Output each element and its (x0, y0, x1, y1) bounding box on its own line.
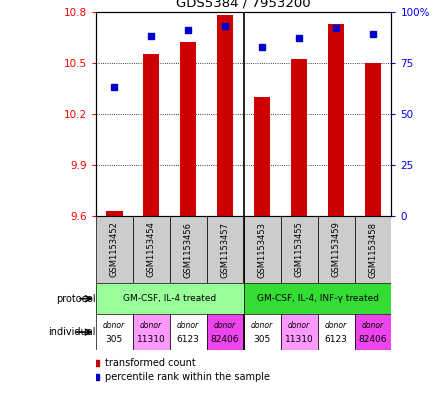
Text: donor: donor (250, 321, 273, 330)
Bar (317, 314, 354, 350)
Text: donor: donor (140, 321, 162, 330)
Text: percentile rank within the sample: percentile rank within the sample (104, 372, 269, 382)
Text: GM-CSF, IL-4, INF-γ treated: GM-CSF, IL-4, INF-γ treated (256, 294, 378, 303)
Text: 6123: 6123 (324, 335, 347, 344)
Bar (280, 314, 317, 350)
Bar (243, 216, 280, 283)
Text: 6123: 6123 (176, 335, 199, 344)
Bar (132, 216, 169, 283)
Text: donor: donor (361, 321, 383, 330)
Text: 11310: 11310 (284, 335, 313, 344)
Bar (169, 216, 206, 283)
Bar (132, 314, 169, 350)
Text: GSM1153456: GSM1153456 (183, 222, 192, 277)
Title: GDS5384 / 7953200: GDS5384 / 7953200 (176, 0, 310, 9)
Text: 82406: 82406 (210, 335, 239, 344)
Bar (290, 59, 307, 216)
Bar (253, 97, 270, 216)
Text: GSM1153458: GSM1153458 (368, 222, 377, 277)
Text: GSM1153454: GSM1153454 (146, 222, 155, 277)
Bar (142, 54, 159, 216)
Bar (95, 314, 132, 350)
Bar (327, 24, 344, 216)
Bar (105, 211, 122, 216)
Bar (243, 283, 391, 314)
Text: GM-CSF, IL-4 treated: GM-CSF, IL-4 treated (123, 294, 216, 303)
Text: donor: donor (103, 321, 125, 330)
Text: 305: 305 (253, 335, 270, 344)
Text: 11310: 11310 (136, 335, 165, 344)
Text: transformed count: transformed count (104, 358, 195, 368)
Bar (280, 216, 317, 283)
Text: GSM1153455: GSM1153455 (294, 222, 303, 277)
Text: GSM1153459: GSM1153459 (331, 222, 340, 277)
Text: protocol: protocol (56, 294, 95, 304)
Text: 82406: 82406 (358, 335, 386, 344)
Bar (354, 216, 391, 283)
Bar (364, 63, 381, 216)
Text: donor: donor (324, 321, 346, 330)
Text: individual: individual (48, 327, 95, 337)
Bar (354, 314, 391, 350)
Bar (243, 314, 280, 350)
Text: GSM1153452: GSM1153452 (109, 222, 118, 277)
Bar (169, 314, 206, 350)
Text: 305: 305 (105, 335, 122, 344)
Bar (317, 216, 354, 283)
Bar (206, 314, 243, 350)
Text: donor: donor (177, 321, 199, 330)
Bar (95, 283, 243, 314)
Bar (179, 42, 196, 216)
Text: donor: donor (287, 321, 309, 330)
Text: GSM1153453: GSM1153453 (257, 222, 266, 277)
Text: GSM1153457: GSM1153457 (220, 222, 229, 277)
Bar (206, 216, 243, 283)
Bar (216, 15, 233, 216)
Text: donor: donor (214, 321, 236, 330)
Bar (95, 216, 132, 283)
